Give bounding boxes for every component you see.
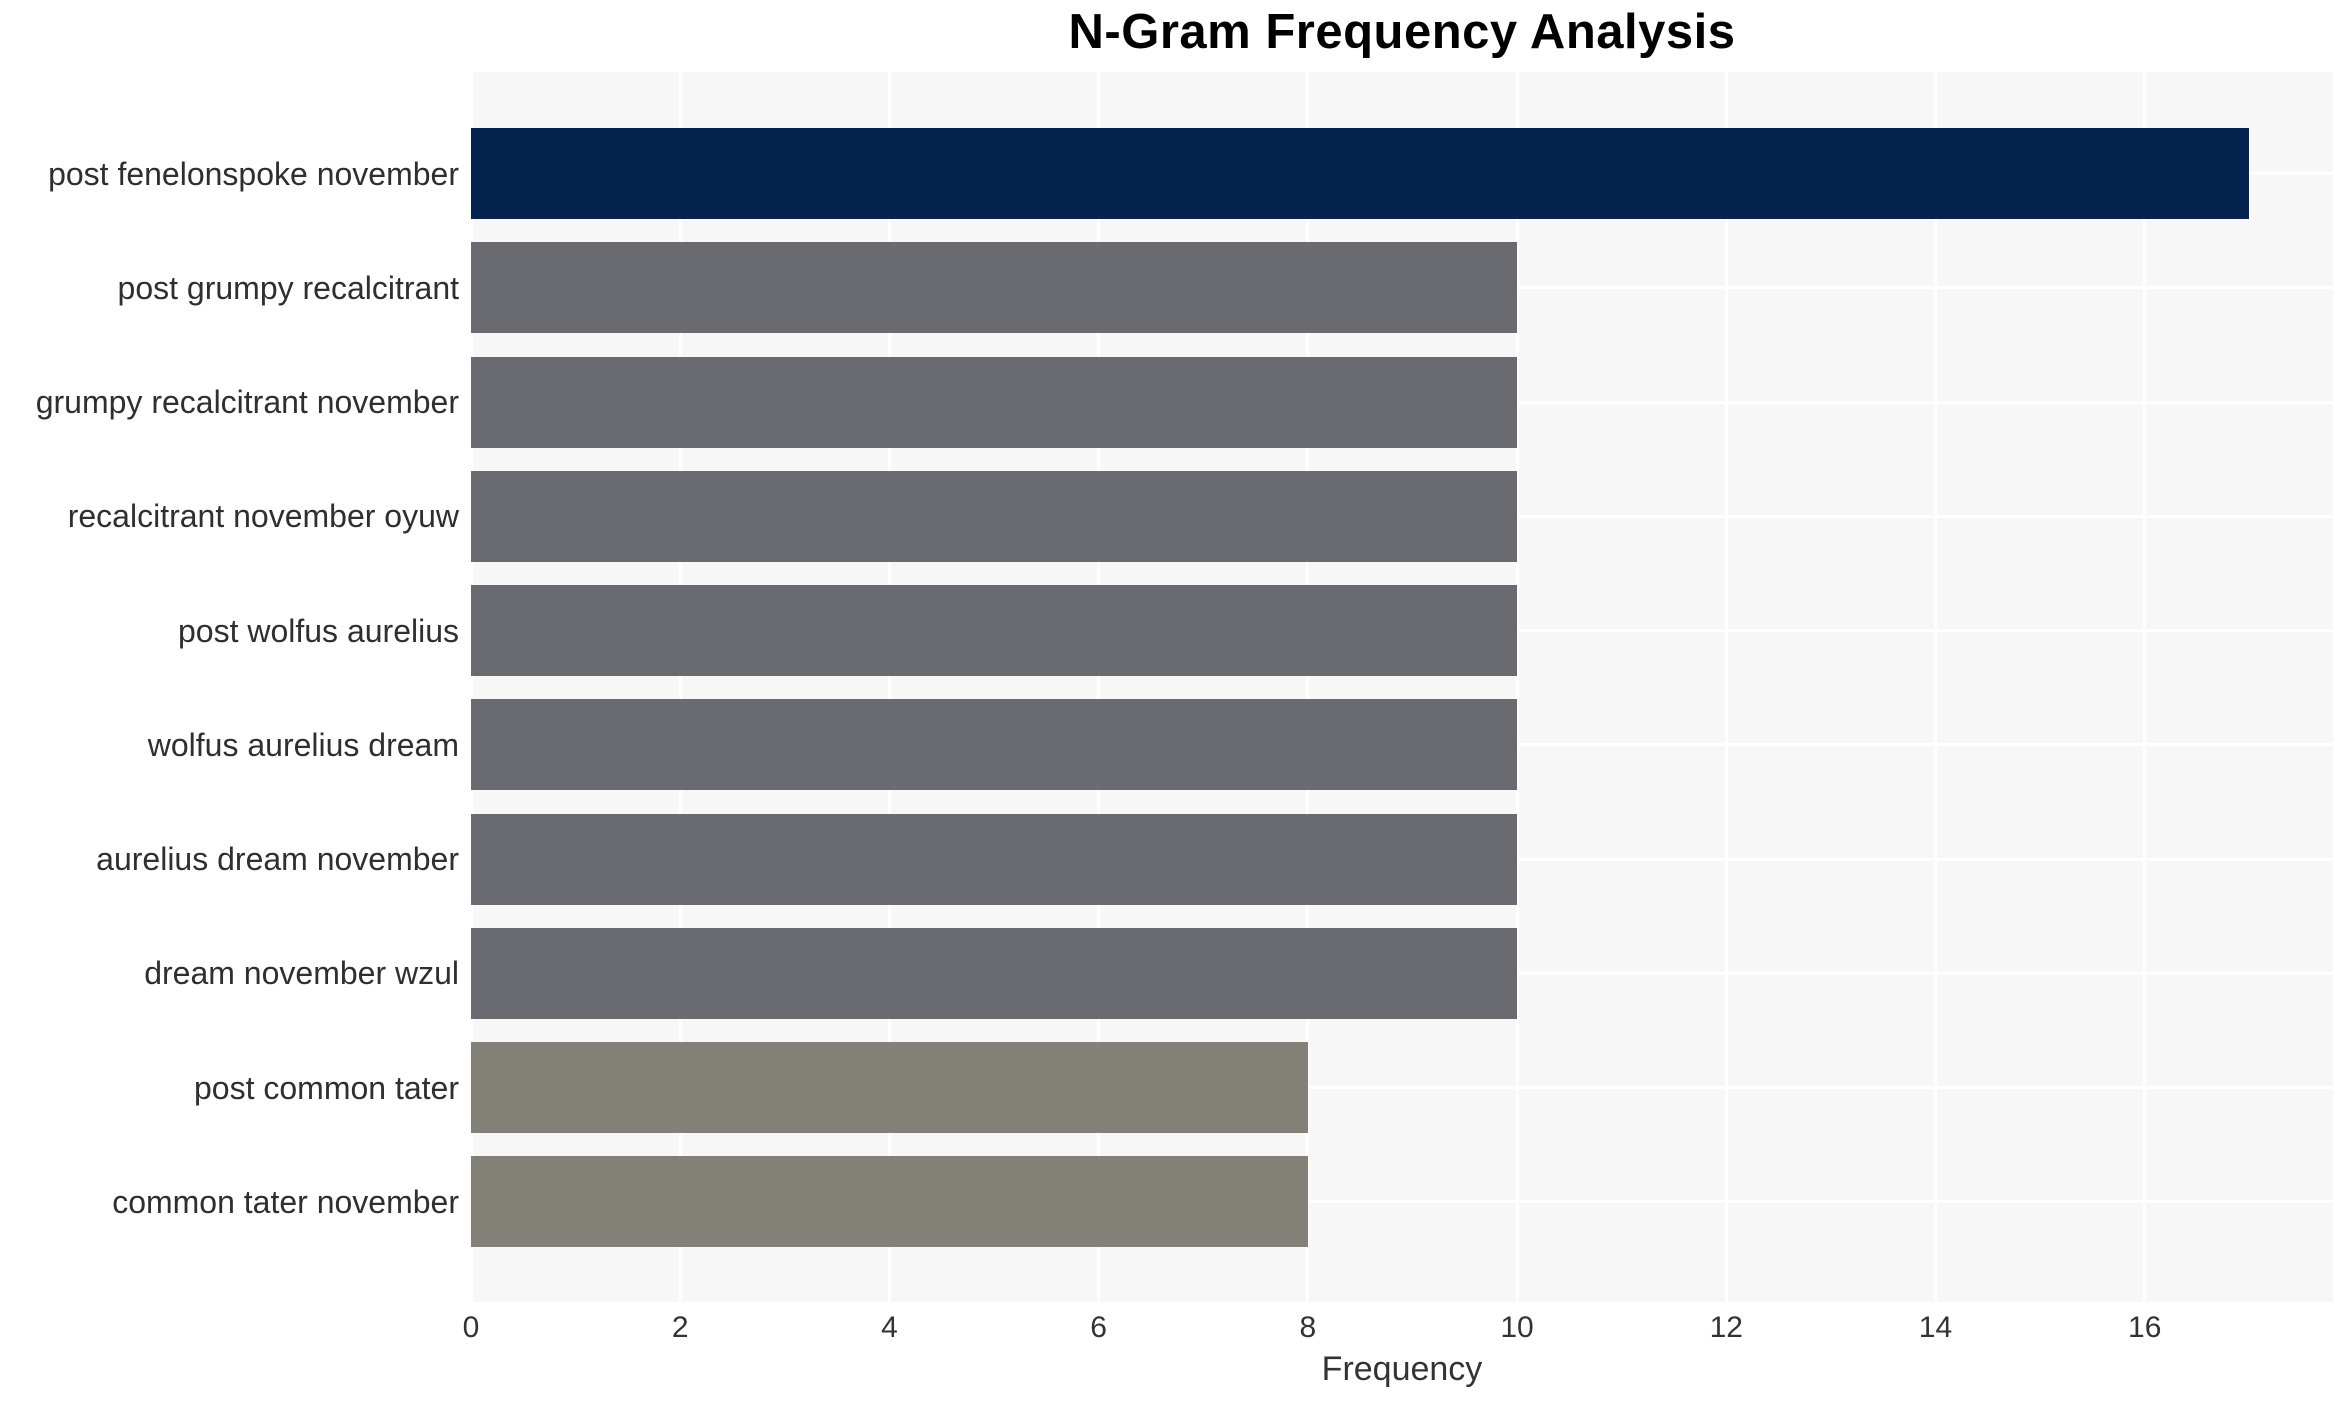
bar-grumpy-recalcitrant-november [471,356,1518,448]
bar-post-wolfus-aurelius [471,585,1518,677]
category-label: dream november wzul [144,955,459,992]
bar-post-grumpy-recalcitrant [471,242,1518,334]
x-tick-label: 14 [1918,1311,1953,1344]
x-gridline [1724,72,1728,1302]
x-tick-label: 10 [1500,1311,1534,1344]
category-label: aurelius dream november [96,841,459,878]
category-label: common tater november [112,1183,459,1220]
bar-post-fenelonspoke-november [471,128,2250,219]
bar-common-tater-november [471,1156,1308,1248]
x-tick-label: 12 [1709,1311,1743,1344]
x-gridline [1097,72,1101,1302]
chart-title: N-Gram Frequency Analysis [1068,5,1736,59]
y-gridline [471,1200,2333,1204]
category-label: post grumpy recalcitrant [117,269,459,306]
y-gridline [471,1086,2333,1090]
x-gridline [1306,72,1310,1302]
category-label: post common tater [194,1069,459,1106]
x-tick-label: 4 [881,1311,898,1344]
x-gridline [887,72,891,1302]
bar-wolfus-aurelius-dream [471,699,1518,791]
bar-post-common-tater [471,1042,1308,1134]
x-axis-title: Frequency [1321,1350,1483,1388]
x-tick-label: 0 [462,1311,480,1344]
category-label: post fenelonspoke november [48,155,459,192]
x-tick-label: 16 [2128,1311,2162,1344]
category-label: recalcitrant november oyuw [67,498,459,535]
bar-aurelius-dream-november [471,813,1518,905]
category-label: grumpy recalcitrant november [35,384,459,421]
bar-recalcitrant-november-oyuw [471,470,1518,562]
x-gridline [2143,72,2147,1302]
x-tick-label: 6 [1090,1311,1107,1344]
bar-dream-november-wzul [471,927,1518,1019]
x-gridline [469,72,473,1302]
x-gridline [1515,72,1519,1302]
category-label: post wolfus aurelius [177,612,459,649]
x-tick-label: 2 [671,1311,689,1344]
x-tick-label: 8 [1299,1311,1317,1344]
x-gridline [678,72,682,1302]
x-gridline [1933,72,1937,1302]
plot-area [469,72,2333,1302]
category-label: wolfus aurelius dream [147,726,459,763]
